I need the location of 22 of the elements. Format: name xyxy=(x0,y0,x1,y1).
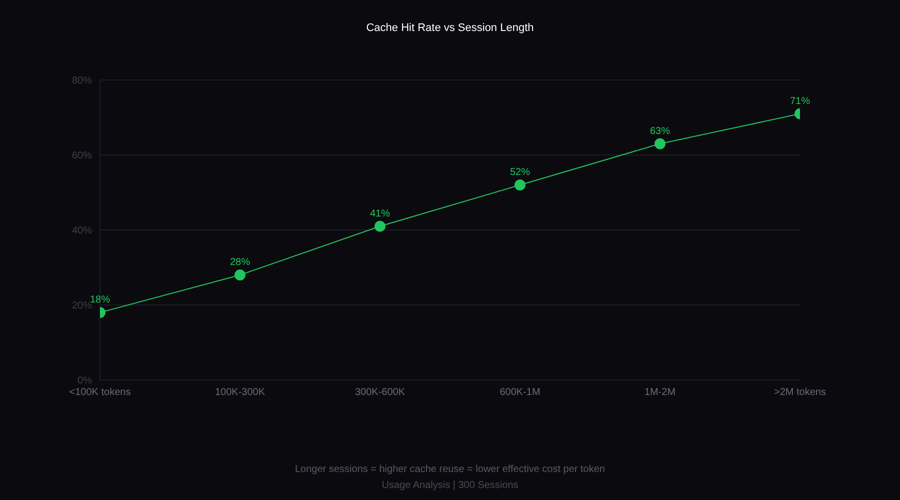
data-label: 18% xyxy=(90,294,110,306)
y-tick-label: 40% xyxy=(72,226,92,237)
y-tick-label: 60% xyxy=(72,150,92,162)
x-tick-label: 1M-2M xyxy=(644,387,676,398)
data-label: 41% xyxy=(370,208,390,220)
x-tick-label: 600K-1M xyxy=(500,387,540,398)
text: Usage Analysis | 300 Sessions xyxy=(380,480,520,491)
data-label: 52% xyxy=(510,167,530,178)
point xyxy=(374,220,386,232)
y-tick-label: 20% xyxy=(72,300,92,312)
chart-title: Cache Hit Rate vs Session Length xyxy=(365,22,535,34)
x-tick-label: >2M tokens xyxy=(774,387,826,398)
data-label: 63% xyxy=(650,126,670,137)
x-tick-label: <100K tokens xyxy=(69,387,131,398)
x-tick-label: 100K-300K xyxy=(214,387,266,398)
data-label: 28% xyxy=(230,257,250,268)
text: Longer sessions = higher cache reuse = lower effective cost per token xyxy=(294,464,606,475)
y-tick-label: 80% xyxy=(72,76,92,87)
point xyxy=(514,180,526,190)
data-label: 71% xyxy=(790,96,810,107)
x-tick-label: 300K-600K xyxy=(354,387,406,398)
y-tick-label: 0% xyxy=(78,376,92,387)
